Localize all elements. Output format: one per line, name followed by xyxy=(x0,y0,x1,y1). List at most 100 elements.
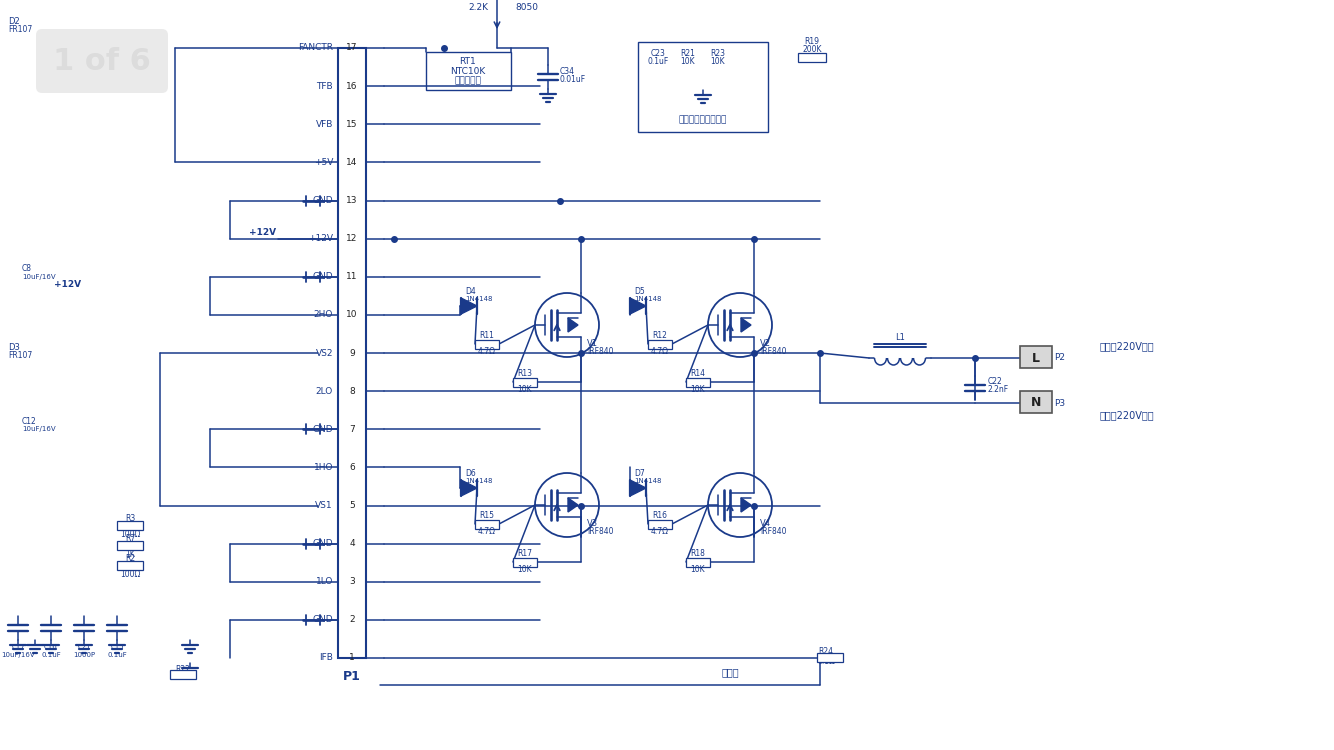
Bar xyxy=(475,520,499,529)
Text: 10K: 10K xyxy=(518,386,532,394)
Polygon shape xyxy=(462,298,478,314)
Text: 16: 16 xyxy=(347,82,358,91)
Text: V1: V1 xyxy=(587,338,598,347)
Text: 1: 1 xyxy=(350,653,355,662)
Text: IRF840: IRF840 xyxy=(587,347,614,356)
Bar xyxy=(514,557,538,566)
Text: IRF840: IRF840 xyxy=(760,347,787,356)
Text: FR107: FR107 xyxy=(8,26,32,34)
Text: 10K: 10K xyxy=(691,386,706,394)
Text: IRF840: IRF840 xyxy=(587,527,614,536)
Text: GND: GND xyxy=(312,196,334,205)
Text: IFB: IFB xyxy=(319,653,334,662)
Text: 10K: 10K xyxy=(518,566,532,574)
Text: +12V: +12V xyxy=(55,280,81,289)
Text: P1: P1 xyxy=(343,670,362,682)
Text: 2.2nF: 2.2nF xyxy=(988,385,1009,394)
Text: 4.7Ω: 4.7Ω xyxy=(651,347,668,356)
Text: V3: V3 xyxy=(587,518,598,527)
Text: 10K: 10K xyxy=(176,674,191,682)
Text: 1N4148: 1N4148 xyxy=(634,478,662,484)
Bar xyxy=(648,520,672,529)
Text: R3: R3 xyxy=(125,514,135,523)
Text: C21: C21 xyxy=(77,644,91,650)
Text: RT1: RT1 xyxy=(460,56,476,65)
Text: 10: 10 xyxy=(347,310,358,320)
Bar xyxy=(475,340,499,349)
Polygon shape xyxy=(740,318,751,332)
Text: 1N4148: 1N4148 xyxy=(466,296,492,302)
Text: V2: V2 xyxy=(760,338,771,347)
Text: R12: R12 xyxy=(652,332,667,340)
Bar xyxy=(117,561,143,570)
Text: 8050: 8050 xyxy=(515,4,538,13)
Bar xyxy=(1021,391,1053,413)
Text: GND: GND xyxy=(312,539,334,548)
Text: 13: 13 xyxy=(347,196,358,205)
Polygon shape xyxy=(630,480,646,496)
Text: 2HO: 2HO xyxy=(313,310,334,320)
Text: 1 of 6: 1 of 6 xyxy=(53,46,151,76)
Text: R7: R7 xyxy=(125,534,135,543)
Bar xyxy=(338,48,366,658)
Text: FANCTR: FANCTR xyxy=(297,44,334,52)
Text: 11: 11 xyxy=(347,272,358,281)
Text: C15: C15 xyxy=(111,644,124,650)
Text: N: N xyxy=(1031,397,1042,410)
Text: R19: R19 xyxy=(804,38,819,46)
Text: 10K: 10K xyxy=(680,58,695,67)
Bar xyxy=(686,557,710,566)
Text: L: L xyxy=(1033,352,1041,364)
Bar xyxy=(1021,346,1053,368)
Text: 0.1Ω: 0.1Ω xyxy=(818,656,836,665)
Text: 17: 17 xyxy=(347,44,358,52)
Bar xyxy=(514,377,538,386)
Bar xyxy=(816,652,843,662)
Text: R21: R21 xyxy=(680,50,695,58)
Text: D3: D3 xyxy=(8,344,20,352)
Text: 10K: 10K xyxy=(691,566,706,574)
Text: 康铜丝: 康铜丝 xyxy=(722,667,739,677)
Text: R22: R22 xyxy=(176,665,191,674)
Text: P2: P2 xyxy=(1054,353,1065,362)
Text: D6: D6 xyxy=(466,470,476,478)
Polygon shape xyxy=(568,318,578,332)
Text: 5: 5 xyxy=(350,501,355,510)
Text: 100Ω: 100Ω xyxy=(120,530,140,539)
Text: V4: V4 xyxy=(760,518,771,527)
Text: 2LO: 2LO xyxy=(316,387,334,396)
Text: D5: D5 xyxy=(634,287,644,296)
Text: 1HO: 1HO xyxy=(313,463,334,472)
Text: 10uF/16V: 10uF/16V xyxy=(21,426,56,432)
Text: 6: 6 xyxy=(350,463,355,472)
Text: 0.1uF: 0.1uF xyxy=(107,652,127,658)
Text: +12V: +12V xyxy=(308,234,334,243)
Text: 正弦波输出电压调整: 正弦波输出电压调整 xyxy=(679,116,727,124)
Text: 1N4148: 1N4148 xyxy=(634,296,662,302)
Bar xyxy=(638,42,768,132)
Text: GND: GND xyxy=(312,424,334,433)
Text: R13: R13 xyxy=(518,370,532,379)
Text: D4: D4 xyxy=(466,287,476,296)
Text: 1000P: 1000P xyxy=(73,652,95,658)
Text: D2: D2 xyxy=(8,17,20,26)
Text: R2: R2 xyxy=(125,554,135,563)
Text: 10K: 10K xyxy=(711,58,726,67)
Text: C23: C23 xyxy=(651,50,666,58)
Text: C16: C16 xyxy=(44,644,57,650)
Text: 2.2K: 2.2K xyxy=(468,4,488,13)
Text: IRF840: IRF840 xyxy=(760,527,787,536)
Text: 4.7Ω: 4.7Ω xyxy=(651,527,668,536)
Text: 4.7Ω: 4.7Ω xyxy=(478,527,496,536)
Text: 正弦波220V输出: 正弦波220V输出 xyxy=(1101,341,1155,351)
Bar xyxy=(169,670,196,679)
Text: GND: GND xyxy=(312,272,334,281)
Text: R16: R16 xyxy=(652,512,667,520)
Text: R24: R24 xyxy=(818,647,832,656)
Text: NTC10K: NTC10K xyxy=(451,67,486,76)
Text: 1LO: 1LO xyxy=(316,578,334,586)
Text: C34: C34 xyxy=(560,68,575,76)
Text: 0.01uF: 0.01uF xyxy=(560,76,586,85)
Text: FR107: FR107 xyxy=(8,352,32,361)
Text: 14: 14 xyxy=(347,158,358,167)
